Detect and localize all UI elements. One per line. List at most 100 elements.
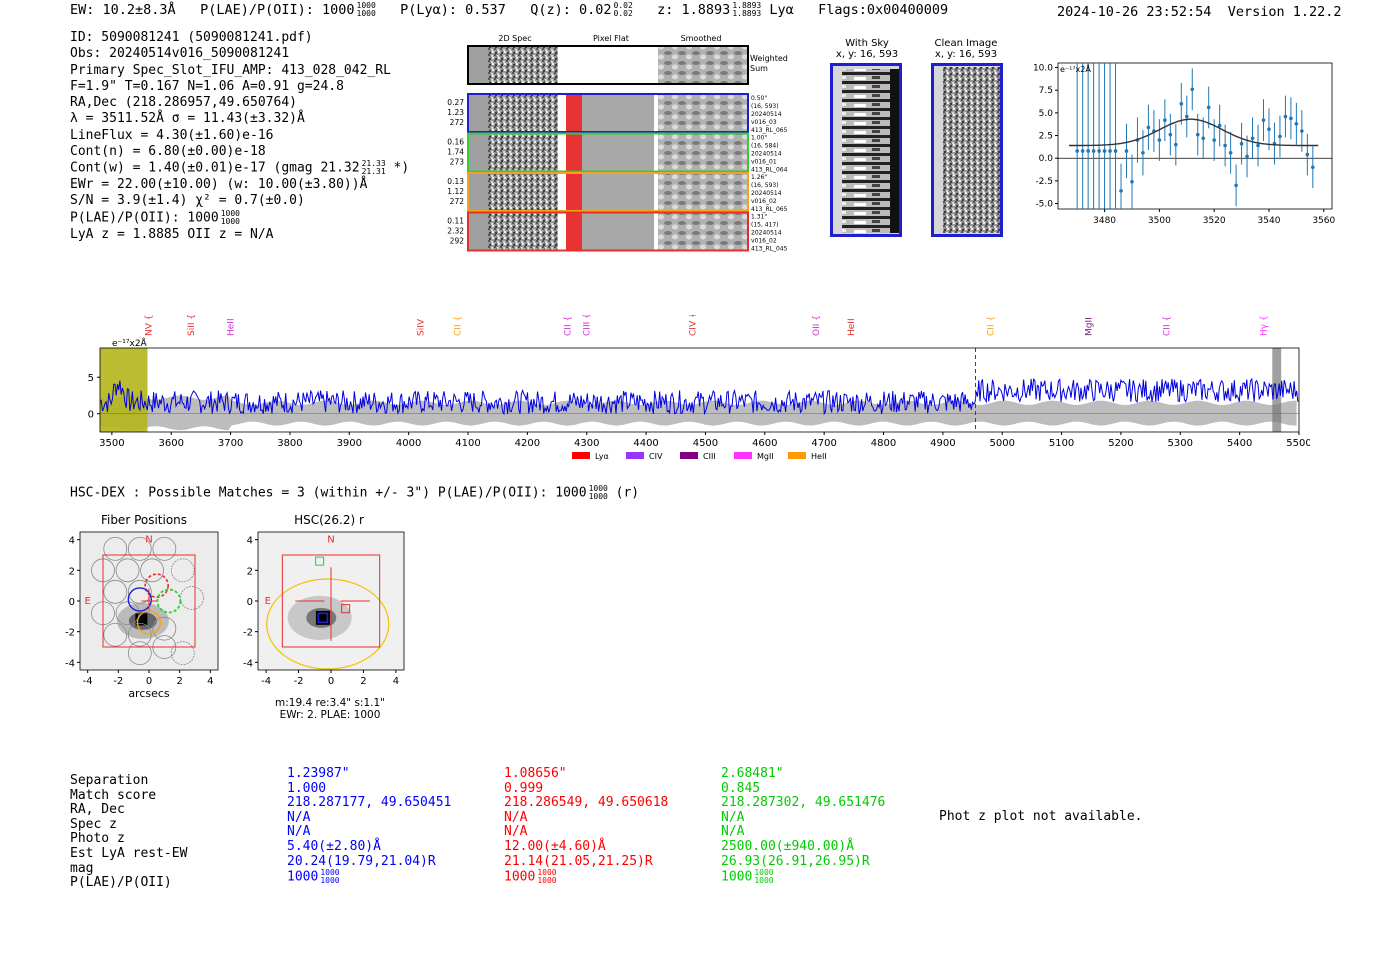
clean-sub: x, y: 16, 593: [934, 49, 998, 60]
photz-message: Phot z plot not available.: [939, 809, 1143, 824]
match-labels: Separation Match score RA, Dec Spec z Photo …: [70, 773, 187, 891]
fit-point: [1119, 189, 1123, 193]
hsc-caption-1: m:19.4 re:3.4" s:1.1": [275, 697, 385, 709]
hsc-image-plot: N E -4 -2 0 2 4 4 2 0 -2 -4: [243, 531, 405, 687]
match-cell: 20.24(19.79,21.04)R: [287, 853, 436, 869]
hsc-ytick-label: -4: [243, 658, 253, 669]
match-row-label: mag: [70, 860, 94, 876]
match-col-1: 1.23987" 1.000 218.287177, 49.650451 N/A N/A…: [287, 766, 452, 885]
cutout-row-meta: (16, 593): [751, 182, 779, 189]
spectrum-line-label-text: NV {: [145, 315, 155, 336]
match-col-2: 1.08656" 0.999 218.286549, 49.650618 N/A N/A…: [504, 766, 668, 886]
fiber-positions-plot: N E -4 -2 0 2 4 4 2 0 -2 -4 arcsecs: [65, 531, 219, 700]
cutout-row-meta: 1.31": [751, 214, 767, 221]
fiber-circle: [180, 586, 204, 610]
spectrum-line-label: NV {: [145, 315, 155, 336]
cutout-row-stat: 1.12: [447, 187, 464, 196]
hsc-blue-marker: [317, 612, 329, 624]
fit-ytick-label: -2.5: [1035, 177, 1053, 187]
fit-point: [1311, 165, 1315, 170]
clean-image: [931, 63, 1003, 237]
hsc-core: [315, 610, 330, 625]
fit-point: [1086, 149, 1090, 153]
hsc-xtick-label: 2: [360, 676, 366, 687]
spectrum-line-label-text: CII {: [1163, 316, 1173, 336]
fit-point: [1234, 183, 1238, 188]
fiber-circle: [103, 622, 128, 647]
fiber-ytick-label: -2: [65, 628, 75, 639]
fiber-ytick-label: 2: [69, 566, 75, 577]
header-ew: EW: 10.2±8.3Å: [70, 2, 176, 18]
cutout-row-stat: 292: [450, 237, 465, 246]
cutout-row-meta: 1.26": [751, 174, 767, 181]
fit-point: [1267, 127, 1271, 131]
spectrum-xtick-label: 3600: [159, 438, 184, 449]
info-lyaz: LyA z = 1.8885 OII z = N/A: [70, 226, 274, 242]
spectrum-line-label: SiII {: [187, 315, 197, 336]
match-plae-frac: 1000 1000: [754, 868, 774, 886]
hsc-ytick-label: 2: [247, 566, 253, 577]
info-params: F=1.9" T=0.167 N=1.06 A=0.91 g=24.8: [70, 78, 344, 94]
cutout-row-meta: v016_02: [751, 198, 777, 205]
fit-point: [1201, 136, 1206, 141]
fiber-ytick-label: 4: [69, 536, 75, 547]
header-bar: EW: 10.2±8.3Å P(LAE)/P(OII): 1000 1000 100…: [70, 2, 948, 19]
info-lineflux: LineFlux = 4.30(±1.60)e-16: [70, 127, 274, 143]
spectrum-xtick-label: 5100: [1049, 438, 1074, 449]
match-row-label: Separation: [70, 773, 149, 788]
fit-point: [1250, 136, 1255, 141]
header-datetime: 2024-10-26 23:52:54: [1057, 4, 1212, 20]
fit-point: [1168, 132, 1173, 137]
fit-point: [1206, 105, 1211, 110]
spectrum-xtick-label: 3700: [218, 438, 243, 449]
legend-swatch: [626, 452, 644, 459]
fit-scale-label: e⁻¹⁷x2Å: [1060, 63, 1091, 74]
spectrum-line: [100, 377, 1299, 416]
fit-point: [1228, 150, 1233, 155]
fiber-xtick-label: 2: [176, 676, 182, 687]
header-right: 2024-10-26 23:52:54 Version 1.22.2: [1057, 4, 1342, 20]
cutout-row-stat: 1.23: [447, 108, 464, 117]
fit-point: [1190, 87, 1195, 92]
fit-point: [1163, 118, 1167, 122]
spectrum-line-label: Hγ {: [1259, 315, 1269, 336]
spectrum-body: [100, 348, 1299, 432]
match-cell: 0.999: [504, 780, 544, 796]
hsc-title: HSC-DEX : Possible Matches = 3 (within +…: [70, 484, 640, 501]
fit-point: [1080, 149, 1085, 153]
fiber-title: Fiber Positions: [100, 513, 188, 527]
match-cell: N/A: [721, 809, 745, 825]
cutout-row-meta: v016_01: [751, 159, 777, 166]
fiber-xtick-label: 0: [146, 676, 152, 687]
match-row-label: RA, Dec: [70, 802, 125, 818]
with-sky-image: [830, 63, 902, 237]
cutout-panel: 2D Spec Pixel Flat Smoothed Weighted Sum…: [447, 34, 788, 253]
fiber-east-label: E: [85, 596, 91, 607]
cutout-row-meta: 413_RL_045: [751, 246, 788, 253]
hsc-image-title: HSC(26.2) r: [294, 513, 364, 527]
match-cell: 1000 1000 1000: [721, 868, 774, 886]
cutout-row-meta: 20240514: [751, 151, 782, 158]
info-plae: P(LAE)/P(OII): 1000 1000 1000: [70, 208, 240, 226]
hsc-xtick-label: 0: [328, 676, 334, 687]
fiber-ytick-label: 0: [69, 597, 75, 608]
match-cell: 1000 1000 1000: [504, 868, 557, 886]
spectrum-xtick-label: 4300: [574, 438, 599, 449]
fiber-circle: [127, 622, 152, 647]
header-plae: P(LAE)/P(OII): 1000: [200, 2, 355, 18]
hsc-red-marker: [341, 604, 351, 614]
hsc-east-label: E: [265, 596, 271, 607]
fit-point: [1217, 123, 1222, 128]
info-ewr: EWr = 22.00(±10.00) (w: 10.00(±3.80))Å: [70, 177, 368, 193]
spectrum-line-label-text: CIV {: [688, 315, 698, 336]
spectrum-line-label: CII {: [453, 316, 463, 336]
match-cell: 218.287177, 49.650451: [287, 795, 452, 811]
hsc-ytick-label: 0: [247, 597, 253, 608]
cutout-row-meta: 20240514: [751, 111, 782, 118]
spectrum-error-band: [100, 395, 1297, 431]
legend-label: Lyα: [595, 452, 609, 461]
spectrum-line-label-text: MgII {: [1084, 315, 1094, 336]
header-plya: P(Lyα): 0.537: [400, 2, 506, 18]
with-sky-sub: x, y: 16, 593: [835, 49, 899, 60]
